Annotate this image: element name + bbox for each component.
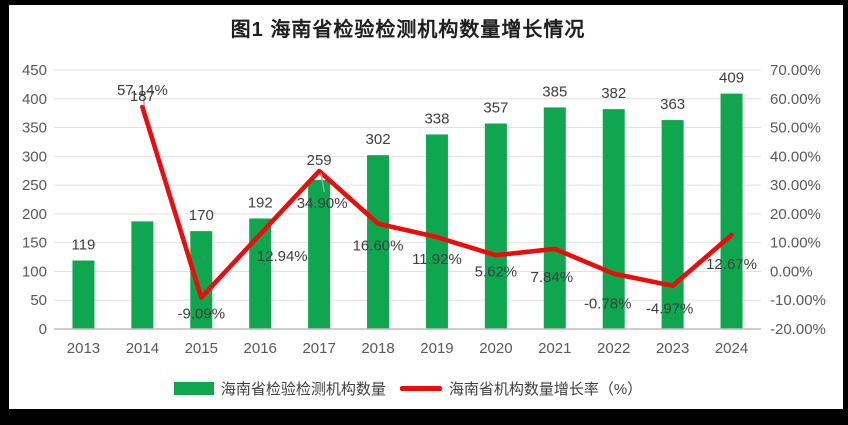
label-leader-line (142, 97, 146, 107)
legend-item-bar-series[interactable]: 海南省检验检测机构数量 (173, 378, 386, 399)
x-axis-label: 2014 (126, 340, 159, 357)
left-axis-tick: 400 (22, 91, 47, 108)
bar-2015[interactable] (190, 231, 213, 329)
bar-2024[interactable] (720, 93, 743, 329)
bar-2014[interactable] (131, 221, 154, 329)
bar-data-label: 363 (660, 96, 685, 113)
right-axis-tick: -10.00% (770, 292, 826, 309)
right-axis-tick: 60.00% (770, 91, 821, 108)
bar-data-label: 409 (719, 70, 744, 87)
bar-data-label: 192 (248, 194, 273, 211)
label-leader-line (320, 172, 325, 193)
x-axis-label: 2016 (244, 340, 277, 357)
left-axis-tick: 150 (22, 235, 47, 252)
right-axis-tick: 10.00% (770, 235, 821, 252)
line-data-label: -4.97% (646, 301, 694, 318)
right-axis-tick: 20.00% (770, 206, 821, 223)
left-axis-tick: 450 (22, 62, 47, 79)
right-axis-tick: 30.00% (770, 177, 821, 194)
right-axis-tick: 70.00% (770, 62, 821, 79)
x-axis-label: 2021 (538, 340, 571, 357)
bar-2019[interactable] (425, 134, 448, 329)
bar-2013[interactable] (72, 260, 95, 329)
line-series-swatch-icon (399, 385, 442, 391)
left-axis-tick: 300 (22, 148, 47, 165)
left-axis-tick: 350 (22, 120, 47, 137)
x-axis-label: 2023 (656, 340, 689, 357)
x-axis-label: 2015 (185, 340, 218, 357)
right-axis-tick: 0.00% (770, 263, 813, 280)
x-axis-label: 2018 (361, 340, 394, 357)
x-axis-label: 2013 (67, 340, 100, 357)
right-axis-tick: 50.00% (770, 120, 821, 137)
left-axis-tick: 50 (30, 292, 47, 309)
x-axis-label: 2020 (479, 340, 512, 357)
left-axis-tick: 250 (22, 177, 47, 194)
right-axis-tick: 40.00% (770, 148, 821, 165)
legend-label-line-series: 海南省机构数量增长率（%） (448, 380, 643, 398)
bar-2023[interactable] (661, 120, 684, 329)
line-data-label: 16.60% (353, 238, 404, 255)
bar-2018[interactable] (367, 155, 390, 329)
line-data-label: -0.78% (584, 296, 632, 313)
bar-data-label: 338 (424, 110, 449, 127)
bar-data-label: 302 (366, 131, 391, 148)
line-data-label: -9.09% (178, 306, 226, 323)
bar-2017[interactable] (308, 179, 331, 329)
line-data-label: 12.94% (257, 248, 308, 265)
bar-series-swatch-icon (173, 381, 214, 395)
bar-data-label: 385 (542, 83, 567, 100)
bar-2021[interactable] (543, 107, 566, 330)
bar-data-label: 357 (483, 100, 508, 117)
bar-data-label: 259 (307, 152, 332, 169)
line-data-label: 34.90% (297, 195, 348, 212)
line-data-label: 57.14% (117, 82, 168, 99)
chart-title: 图1 海南省检验检测机构数量增长情况 (230, 19, 586, 41)
bar-data-label: 187 (130, 88, 155, 105)
x-axis-label: 2019 (420, 340, 453, 357)
growth-line[interactable] (140, 104, 734, 300)
left-axis-tick: 0 (39, 321, 47, 338)
bar-2020[interactable] (484, 123, 507, 329)
line-data-label: 7.84% (531, 269, 574, 286)
line-data-label: 11.92% (412, 251, 462, 268)
legend-label-bar-series: 海南省检验检测机构数量 (220, 380, 386, 398)
left-axis-tick: 200 (22, 206, 47, 223)
x-axis-label: 2024 (715, 340, 748, 357)
x-axis-label: 2022 (597, 340, 630, 357)
x-axis-label: 2017 (302, 340, 335, 357)
chart-legend: 海南省检验检测机构数量 海南省机构数量增长率（%） (54, 377, 762, 399)
right-axis-tick: -20.00% (770, 321, 826, 338)
bar-data-label: 382 (601, 85, 626, 102)
left-axis-tick: 100 (22, 263, 47, 280)
line-data-label: 12.67% (706, 256, 757, 273)
line-data-label: 5.62% (475, 263, 518, 280)
bar-data-label: 119 (71, 237, 95, 254)
bar-2016[interactable] (249, 218, 272, 329)
bar-data-label: 170 (189, 207, 214, 224)
legend-item-line-series[interactable]: 海南省机构数量增长率（%） (399, 378, 643, 399)
